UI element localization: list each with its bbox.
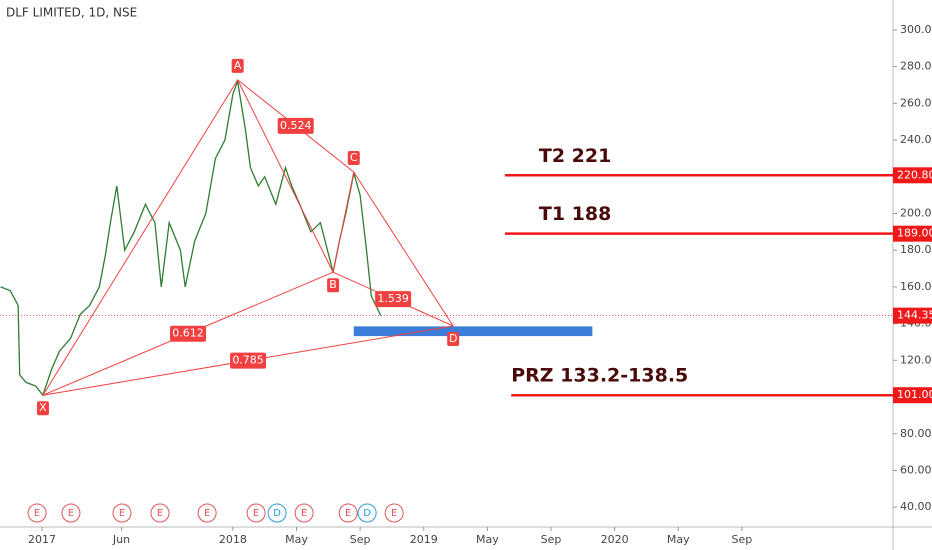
x-tick-label: 2017	[28, 533, 56, 546]
event-label: E	[157, 508, 163, 519]
pattern-leg	[332, 171, 355, 273]
y-tick-label: 280.00	[900, 60, 932, 73]
point-label: C	[350, 151, 358, 164]
ratio-label: 0.785	[232, 354, 264, 367]
last-price-tag	[893, 307, 932, 324]
event-label: E	[34, 508, 40, 519]
y-tick-label: 240.00	[900, 133, 932, 146]
chart-title: DLF LIMITED, 1D, NSE	[6, 6, 137, 20]
level-tag-label: 101.00	[897, 388, 932, 401]
x-tick-label: 2018	[219, 533, 247, 546]
point-tag	[36, 401, 49, 416]
y-tick-label: 40.00	[900, 500, 932, 513]
ratio-tag	[375, 291, 412, 308]
event-marker	[112, 503, 132, 523]
prz-zone	[353, 326, 593, 337]
pattern-leg	[42, 79, 239, 396]
point-tag	[347, 150, 360, 165]
pattern-leg	[237, 79, 334, 273]
point-tag	[327, 278, 340, 293]
point-label: X	[39, 401, 47, 414]
ratio-tag	[170, 325, 207, 342]
x-tick-label: May	[285, 533, 308, 546]
point-tag	[447, 332, 460, 347]
event-label: E	[119, 508, 125, 519]
y-tick-label: 60.00	[900, 463, 932, 476]
ratio-label: 1.539	[377, 292, 409, 305]
point-tag	[231, 58, 244, 73]
level-text: T1 188	[539, 203, 611, 225]
event-label: D	[363, 508, 371, 519]
event-label: E	[301, 508, 307, 519]
point-label: B	[329, 278, 337, 291]
x-tick-label: Sep	[350, 533, 371, 546]
event-marker	[384, 503, 404, 523]
point-label: A	[234, 59, 242, 72]
level-tag-label: 220.80	[897, 168, 932, 181]
ratio-label: 0.524	[280, 119, 312, 132]
ratio-label: 0.612	[172, 327, 204, 340]
event-label: E	[68, 508, 74, 519]
x-tick-label: May	[476, 533, 499, 546]
event-marker	[61, 503, 81, 523]
last-price-label: 144.35	[897, 309, 932, 322]
x-tick-label: 2019	[410, 533, 438, 546]
x-tick-label: 2020	[601, 533, 629, 546]
level-text: T2 221	[539, 145, 611, 167]
x-tick-label: May	[667, 533, 690, 546]
x-tick-label: Jun	[112, 533, 130, 546]
pattern-leg	[353, 171, 454, 327]
event-label: E	[391, 508, 397, 519]
y-tick-label: 160.00	[900, 280, 932, 293]
event-marker	[357, 503, 377, 523]
x-tick-label: Sep	[732, 533, 753, 546]
level-text: PRZ 133.2-138.5	[511, 365, 688, 387]
y-tick-label: 300.00	[900, 23, 932, 36]
event-marker	[150, 503, 170, 523]
point-label: D	[449, 332, 457, 345]
x-tick-label: Sep	[541, 533, 562, 546]
ratio-tag	[230, 352, 267, 369]
level-tag	[893, 167, 932, 184]
level-tag	[893, 225, 932, 242]
event-marker	[338, 503, 358, 523]
event-marker	[246, 503, 266, 523]
y-tick-label: 80.00	[900, 427, 932, 440]
y-tick-label: 120.00	[900, 353, 932, 366]
event-label: E	[204, 508, 210, 519]
level-tag-label: 189.00	[897, 227, 932, 240]
y-tick-label: 200.00	[900, 206, 932, 219]
y-tick-label: 260.00	[900, 96, 932, 109]
level-tag	[893, 387, 932, 404]
event-label: D	[273, 508, 281, 519]
event-label: E	[345, 508, 351, 519]
event-marker	[267, 503, 287, 523]
event-label: E	[253, 508, 259, 519]
event-marker	[197, 503, 217, 523]
event-marker	[27, 503, 47, 523]
event-marker	[294, 503, 314, 523]
y-tick-label: 180.00	[900, 243, 932, 256]
ratio-tag	[277, 117, 314, 134]
